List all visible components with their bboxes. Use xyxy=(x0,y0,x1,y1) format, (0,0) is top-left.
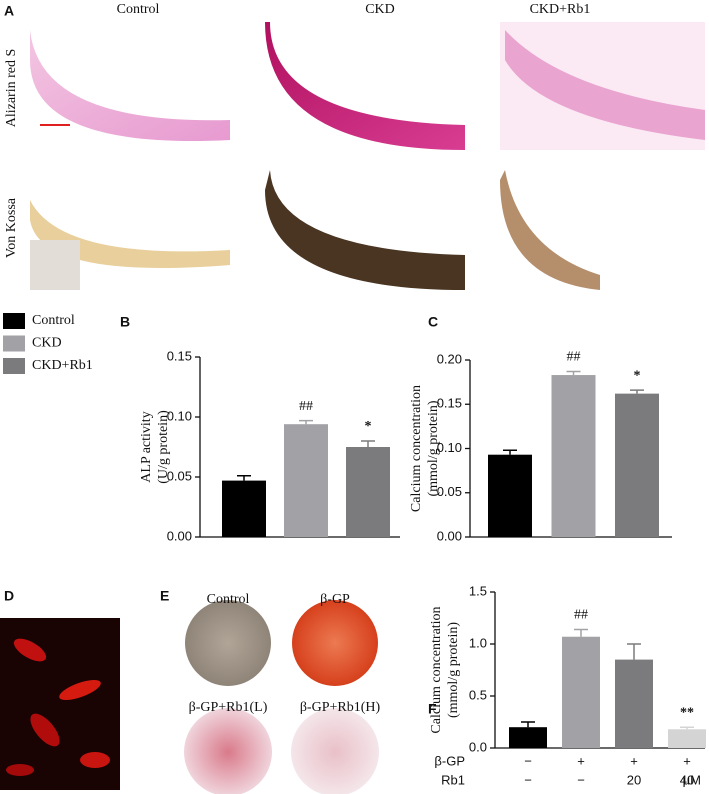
error-bar xyxy=(574,628,588,637)
column-title: CKD+Rb1 xyxy=(530,2,591,17)
x-table-row-label: β-GP xyxy=(434,753,465,768)
significance-label: ## xyxy=(574,608,588,623)
y-axis-label: (mmol/g protein) xyxy=(446,622,461,718)
panel-label: C xyxy=(428,314,438,330)
y-tick-label: 1.5 xyxy=(469,583,487,598)
y-tick-label: 0.5 xyxy=(469,687,487,702)
y-tick-label: 1.0 xyxy=(469,635,487,650)
y-axis-label: Calcium concentration xyxy=(409,385,424,512)
bar xyxy=(222,480,266,537)
error-bar xyxy=(566,370,581,376)
x-table-cell: − xyxy=(524,753,532,768)
legend-label: Control xyxy=(32,313,75,328)
bar xyxy=(284,424,328,537)
y-axis-label: ALP activity xyxy=(139,411,154,482)
y-axis-label: (mmol/g protein) xyxy=(426,400,441,496)
legend-swatch xyxy=(3,335,25,352)
panel-a-images xyxy=(30,22,705,290)
panel-label: F xyxy=(428,701,437,717)
row-title: Alizarin red S xyxy=(4,49,19,128)
x-table-cell: − xyxy=(577,772,585,787)
y-tick-label: 0.10 xyxy=(437,440,462,455)
significance-label: * xyxy=(634,368,641,383)
x-table-cell: + xyxy=(683,753,691,768)
significance-label: ## xyxy=(567,350,581,365)
error-bar xyxy=(299,419,313,425)
panel-e-wells xyxy=(184,600,379,794)
error-bar xyxy=(630,389,644,394)
y-tick-label: 0.05 xyxy=(167,468,192,483)
panel-label: D xyxy=(4,588,14,604)
bar xyxy=(509,727,547,748)
y-tick-label: 0.05 xyxy=(437,484,462,499)
x-table-cell: 40 xyxy=(680,772,694,787)
panel-d-image xyxy=(0,618,120,790)
error-bar xyxy=(237,475,251,481)
error-bar xyxy=(503,449,517,455)
x-table-unit: μM xyxy=(683,772,701,787)
bar xyxy=(551,375,596,537)
well-label: β-GP+Rb1(L) xyxy=(189,700,268,715)
x-table-row-label: Rb1 xyxy=(441,772,465,787)
x-table-cell: + xyxy=(630,753,638,768)
y-axis-label: (U/g protein) xyxy=(156,410,171,484)
x-table-cell: 20 xyxy=(627,772,641,787)
error-bar xyxy=(680,726,694,730)
y-tick-label: 0.10 xyxy=(167,408,192,423)
y-axis-label: Calcium concentration xyxy=(429,606,444,733)
error-bar xyxy=(627,643,641,660)
y-tick-label: 0.15 xyxy=(437,396,462,411)
bar xyxy=(488,454,532,537)
legend-swatch xyxy=(3,358,25,374)
legend-label: CKD xyxy=(32,336,62,351)
legend-label: CKD+Rb1 xyxy=(32,358,93,373)
panel-label: A xyxy=(4,3,14,19)
row-title: Von Kossa xyxy=(4,197,19,258)
y-tick-label: 0.00 xyxy=(167,528,192,543)
column-title: CKD xyxy=(365,2,395,17)
significance-label: * xyxy=(365,419,372,434)
significance-label: ## xyxy=(299,399,313,414)
x-table-cell: − xyxy=(524,772,532,787)
bar xyxy=(346,447,390,537)
well-label: β-GP+Rb1(H) xyxy=(300,700,381,715)
column-title: Control xyxy=(117,2,160,17)
y-tick-label: 0.15 xyxy=(167,348,192,363)
well-label: Control xyxy=(207,592,250,607)
bar xyxy=(562,636,600,748)
x-table-cell: + xyxy=(577,753,585,768)
significance-label: ** xyxy=(680,705,694,720)
bar xyxy=(615,393,659,537)
panel-label: B xyxy=(120,314,130,330)
y-tick-label: 0.20 xyxy=(437,351,462,366)
y-tick-label: 0.0 xyxy=(469,739,487,754)
bar xyxy=(615,659,653,748)
bar xyxy=(668,729,706,748)
error-bar xyxy=(521,721,535,728)
error-bar xyxy=(361,440,375,447)
panel-label: E xyxy=(160,588,169,604)
y-tick-label: 0.00 xyxy=(437,528,462,543)
well-label: β-GP xyxy=(320,592,350,607)
legend-swatch xyxy=(3,313,25,329)
